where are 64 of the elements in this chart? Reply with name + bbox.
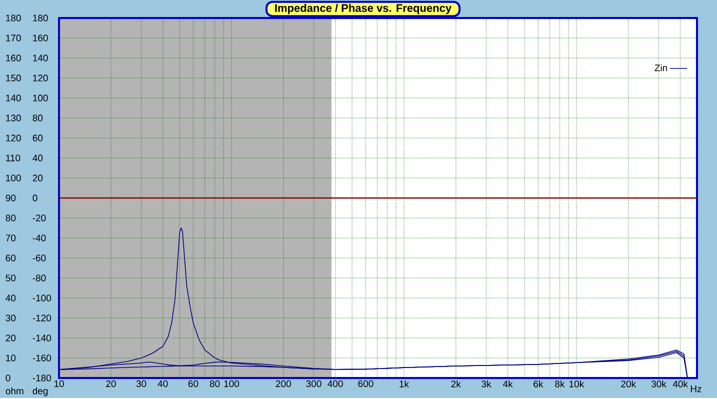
y-tick-label: 100 (6, 174, 21, 182)
y2-tick-label: 140 (33, 54, 48, 62)
x-tick-label: 30 (136, 380, 146, 387)
x-tick-label: 200 (276, 380, 291, 387)
y-tick-label: 110 (6, 154, 20, 162)
y-tick-label: 160 (6, 54, 21, 62)
x-tick-label: 40k (672, 380, 688, 388)
y2-tick-label: 0 (32, 194, 38, 202)
y2-tick-label: 40 (32, 154, 43, 162)
y-tick-label: 60 (6, 254, 16, 262)
x-tick-label: 30k (651, 380, 666, 388)
x-tick-label: 400 (328, 380, 343, 387)
x-tick-label: 80 (210, 380, 220, 387)
y-tick-label: 20 (6, 334, 16, 342)
x-tick-label: 2k (451, 380, 461, 388)
y-tick-label: 120 (6, 134, 21, 142)
x-tick-label: 60 (188, 380, 198, 387)
y2-tick-label: -60 (32, 254, 46, 262)
y2-tick-label: -80 (32, 274, 46, 282)
y-tick-label: 140 (6, 94, 21, 102)
y2-tick-label: -100 (32, 294, 52, 302)
x-tick-label: 100 (224, 380, 240, 387)
y2-tick-label: 180 (33, 14, 48, 22)
x-tick-label: 10k (570, 380, 584, 388)
y2-tick-label: 160 (33, 34, 48, 42)
x-tick-label: 20k (621, 380, 636, 388)
x-tick-label: 6k (534, 380, 544, 388)
y2-axis-title: deg (32, 387, 48, 396)
y-tick-label: 50 (6, 274, 16, 282)
y-axis-title: ohm (6, 387, 24, 394)
y-tick-label: 10 (6, 354, 16, 362)
y-tick-label: 30 (6, 314, 16, 322)
chart-title: Impedance / Phase vs. Frequency (275, 4, 452, 14)
y-tick-label: 90 (6, 194, 16, 202)
y-tick-label: 150 (6, 74, 21, 82)
y2-tick-label: 60 (32, 134, 43, 142)
y2-tick-label: -20 (32, 214, 46, 222)
x-axis-title: Hz (690, 385, 702, 392)
y-tick-label: 80 (6, 214, 16, 222)
y2-tick-label: 120 (33, 74, 48, 82)
legend-label: Zin (654, 64, 668, 71)
y2-tick-label: -40 (32, 234, 46, 242)
y2-tick-label: -180 (32, 374, 52, 382)
y2-tick-label: 100 (33, 94, 48, 102)
x-tick-label: 300 (306, 380, 322, 387)
y2-tick-label: -140 (32, 334, 52, 342)
x-tick-label: 1k (400, 380, 409, 388)
y2-tick-label: 80 (32, 114, 43, 122)
y2-tick-label: -120 (32, 314, 52, 322)
y-tick-label: 0 (6, 374, 10, 382)
y-tick-label: 70 (6, 234, 16, 242)
x-tick-label: 3k (482, 380, 492, 388)
x-tick-label: 4k (503, 380, 513, 388)
x-tick-label: 600 (358, 380, 374, 387)
y-tick-label: 180 (6, 14, 21, 22)
y-tick-label: 170 (6, 34, 21, 42)
x-tick-label: 8k (555, 380, 565, 388)
y-tick-label: 130 (6, 114, 21, 122)
y-tick-label: 40 (6, 294, 16, 302)
x-tick-label: 20 (106, 380, 116, 387)
x-tick-label: 40 (158, 380, 168, 387)
y2-tick-label: -160 (32, 354, 52, 362)
x-tick-label: 10 (54, 380, 64, 387)
y2-tick-label: 20 (32, 174, 43, 182)
